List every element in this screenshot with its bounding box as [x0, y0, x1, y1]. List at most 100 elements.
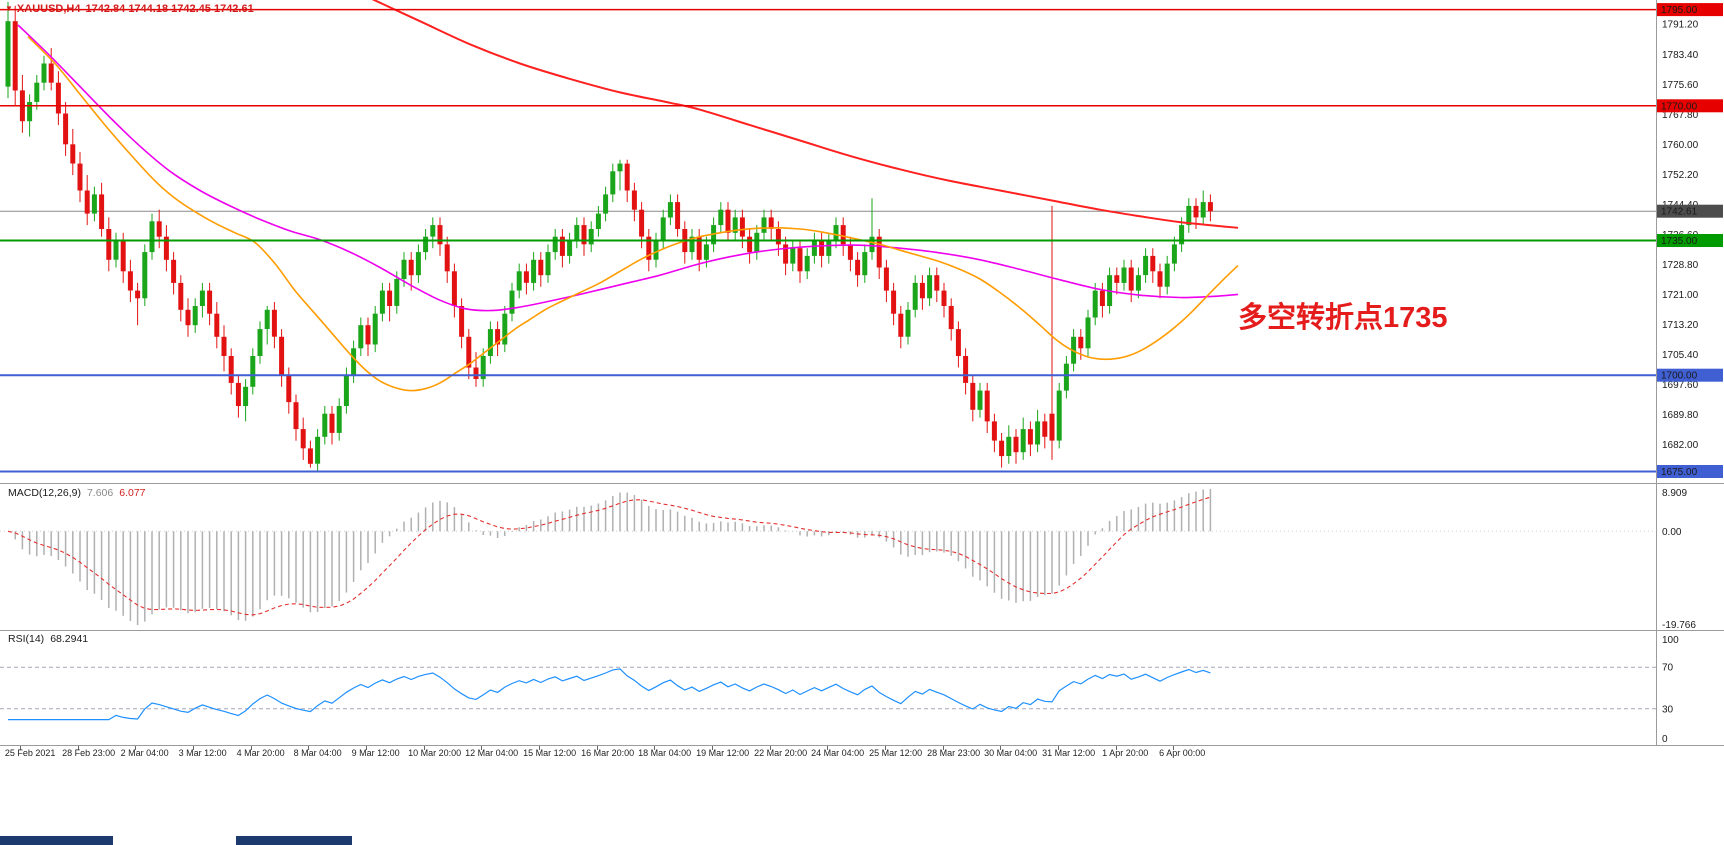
symbol-marker-icon: ▼: [5, 4, 13, 13]
rsi-name: RSI(14): [8, 633, 45, 645]
svg-text:1675.00: 1675.00: [1661, 467, 1698, 478]
rsi-axis-label: 30: [1662, 704, 1674, 715]
time-axis-tick: [654, 746, 655, 750]
time-axis-tick: [539, 746, 540, 750]
pane-separator: [0, 630, 1724, 631]
time-axis-tick: [1116, 746, 1117, 750]
taskbar-fragment[interactable]: [236, 836, 352, 845]
macd-main-value: 7.606: [86, 487, 114, 499]
rsi-value: 68.2941: [50, 633, 89, 645]
annotation-text[interactable]: 多空转折点1735: [1238, 302, 1448, 334]
price-axis-label: 1697.60: [1662, 380, 1699, 391]
time-axis[interactable]: 25 Feb 2021 28 Feb 23:00 2 Mar 04:00 3 Mar …: [0, 746, 1724, 762]
price-axis-label: 1705.40: [1662, 350, 1699, 361]
price-badge-1735.00[interactable]: 1735.00: [1657, 234, 1723, 247]
price-badge-1770.00[interactable]: 1770.00: [1657, 99, 1723, 113]
time-axis-tick: [251, 746, 252, 750]
macd-name: MACD(12,26,9): [8, 487, 81, 499]
symbol-quote-line: ▼ XAUUSD,H4 1742.84 1744.18 1742.45 1742.6…: [5, 3, 259, 15]
current-price-badge: 1742.61: [1657, 204, 1723, 218]
ma-slow-line: [371, 0, 1239, 229]
time-axis-label: 6 Apr 00:00: [1159, 748, 1206, 758]
time-axis-tick: [827, 746, 828, 750]
time-axis-label: 1 Apr 20:00: [1102, 748, 1149, 758]
price-axis-label: 1760.00: [1662, 140, 1699, 151]
rsi-indicator-label: RSI(14) 68.2941: [8, 633, 88, 645]
time-axis-tick: [943, 746, 944, 750]
price-badge-1795.00[interactable]: 1795.00: [1657, 3, 1723, 16]
ma-medium-line: [17, 24, 1239, 312]
candlestick-series: [5, 1, 1213, 472]
time-axis-label: 31 Mar 12:00: [1042, 748, 1096, 758]
rsi-axis-label: 100: [1662, 635, 1679, 646]
price-badge-1700.00[interactable]: 1700.00: [1657, 368, 1723, 382]
time-axis-label: 25 Feb 2021: [4, 748, 56, 758]
time-axis-label: 18 Mar 04:00: [638, 748, 692, 758]
time-axis-label: 22 Mar 20:00: [754, 748, 808, 758]
time-axis-tick: [20, 746, 21, 750]
svg-text:1770.00: 1770.00: [1661, 101, 1698, 112]
rsi-line: [8, 668, 1211, 721]
time-axis-tick: [1000, 746, 1001, 750]
svg-text:1735.00: 1735.00: [1661, 236, 1698, 247]
time-axis-label: 25 Mar 12:00: [869, 748, 923, 758]
macd-signal-line: [7, 496, 1211, 616]
rsi-axis-label: 70: [1662, 663, 1674, 674]
time-axis-label: 9 Mar 12:00: [351, 748, 400, 758]
price-pane[interactable]: 1791.20 1783.40 1775.60 1767.80 1760.00 1752.…: [0, 0, 1724, 483]
price-axis-label: 1775.60: [1662, 80, 1699, 91]
time-axis-tick: [78, 746, 79, 750]
time-axis-tick: [481, 746, 482, 750]
time-axis-label: 2 Mar 04:00: [120, 748, 169, 758]
time-axis-tick: [193, 746, 194, 750]
time-axis-tick: [135, 746, 136, 750]
pane-separator: [0, 745, 1724, 746]
price-axis-label: 1689.80: [1662, 410, 1699, 421]
price-axis-label: 1713.20: [1662, 320, 1699, 331]
time-axis-label: 10 Mar 20:00: [408, 748, 462, 758]
price-axis-label: 1682.00: [1662, 440, 1699, 451]
time-axis-label: 30 Mar 04:00: [984, 748, 1038, 758]
macd-axis-label: 8.909: [1662, 488, 1687, 499]
time-axis-label: 16 Mar 20:00: [581, 748, 635, 758]
time-axis-tick: [366, 746, 367, 750]
pane-separator: [0, 483, 1724, 484]
time-axis-tick: [308, 746, 309, 750]
time-axis-tick: [770, 746, 771, 750]
price-axis-label: 1791.20: [1662, 20, 1699, 31]
macd-signal-value: 6.077: [119, 487, 146, 499]
price-axis-label: 1721.00: [1662, 290, 1699, 301]
svg-text:1795.00: 1795.00: [1661, 5, 1698, 16]
time-axis-tick: [597, 746, 598, 750]
macd-axis-label: 0.00: [1662, 527, 1682, 538]
taskbar-fragment[interactable]: [0, 836, 113, 845]
time-axis-label: 3 Mar 12:00: [178, 748, 227, 758]
time-axis-tick: [712, 746, 713, 750]
axis-separator: [1656, 0, 1657, 746]
time-axis-tick: [1173, 746, 1174, 750]
rsi-pane[interactable]: 100 70 30 0: [0, 631, 1724, 745]
price-axis-label: 1767.80: [1662, 110, 1699, 121]
time-axis-tick: [1058, 746, 1059, 750]
time-axis-label: 15 Mar 12:00: [523, 748, 577, 758]
time-axis-label: 19 Mar 12:00: [696, 748, 750, 758]
macd-axis-label: -19.766: [1662, 620, 1696, 630]
macd-indicator-label: MACD(12,26,9) 7.606 6.077: [8, 487, 146, 499]
macd-pane[interactable]: 8.909 0.00 -19.766: [0, 484, 1724, 630]
time-axis-label: 28 Feb 23:00: [62, 748, 116, 758]
price-axis-label: 1783.40: [1662, 50, 1699, 61]
macd-histogram: [14, 489, 1212, 625]
time-axis-tick: [424, 746, 425, 750]
rsi-axis-label: 0: [1662, 734, 1668, 745]
time-axis-label: 28 Mar 23:00: [927, 748, 981, 758]
svg-text:1742.61: 1742.61: [1661, 207, 1698, 218]
time-axis-label: 12 Mar 04:00: [465, 748, 519, 758]
ma-fast-line: [27, 36, 1239, 392]
time-axis-label: 8 Mar 04:00: [293, 748, 342, 758]
price-axis-label: 1752.20: [1662, 170, 1699, 181]
time-axis-label: 4 Mar 20:00: [236, 748, 285, 758]
svg-text:1700.00: 1700.00: [1661, 371, 1698, 382]
price-axis: 1791.20 1783.40 1775.60 1767.80 1760.00 1752.…: [1662, 20, 1699, 481]
price-badge-1675.00[interactable]: 1675.00: [1657, 465, 1723, 478]
time-axis-tick: [885, 746, 886, 750]
